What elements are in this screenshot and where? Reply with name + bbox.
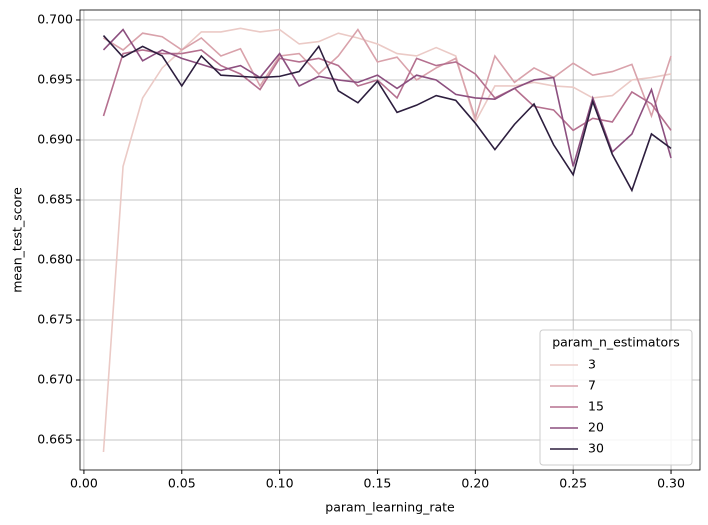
- legend-label: 20: [588, 420, 604, 435]
- series-line: [102, 49, 672, 132]
- y-tick-label: 0.675: [37, 311, 73, 326]
- x-tick-label: 0.00: [70, 476, 98, 491]
- legend-label: 3: [588, 357, 596, 372]
- series-line: [102, 27, 672, 453]
- x-tick-label: 0.15: [364, 476, 392, 491]
- y-tick-label: 0.680: [37, 251, 73, 266]
- y-tick-label: 0.665: [37, 431, 73, 446]
- y-tick-label: 0.670: [37, 371, 73, 386]
- legend-label: 15: [588, 399, 604, 414]
- y-axis-label: mean_test_score: [10, 187, 25, 293]
- x-tick-label: 0.30: [657, 476, 685, 491]
- legend: param_n_estimators 3 7 15 20 30: [539, 329, 693, 466]
- series-line: [102, 35, 672, 193]
- series-line: [102, 28, 672, 167]
- legend-label: 30: [588, 441, 604, 456]
- x-tick-label: 0.10: [266, 476, 294, 491]
- y-tick-label: 0.700: [37, 11, 73, 26]
- x-tick-label: 0.05: [168, 476, 196, 491]
- x-tick-label: 0.25: [559, 476, 587, 491]
- y-tick-label: 0.685: [37, 191, 73, 206]
- legend-title: param_n_estimators: [552, 335, 680, 350]
- legend-label: 7: [588, 378, 596, 393]
- y-tick-label: 0.695: [37, 71, 73, 86]
- y-tick-label: 0.690: [37, 131, 73, 146]
- x-axis-label: param_learning_rate: [325, 500, 455, 515]
- x-tick-label: 0.20: [461, 476, 489, 491]
- series-line: [103, 28, 672, 121]
- legend-box: [539, 329, 693, 466]
- plot-frame: [79, 9, 701, 471]
